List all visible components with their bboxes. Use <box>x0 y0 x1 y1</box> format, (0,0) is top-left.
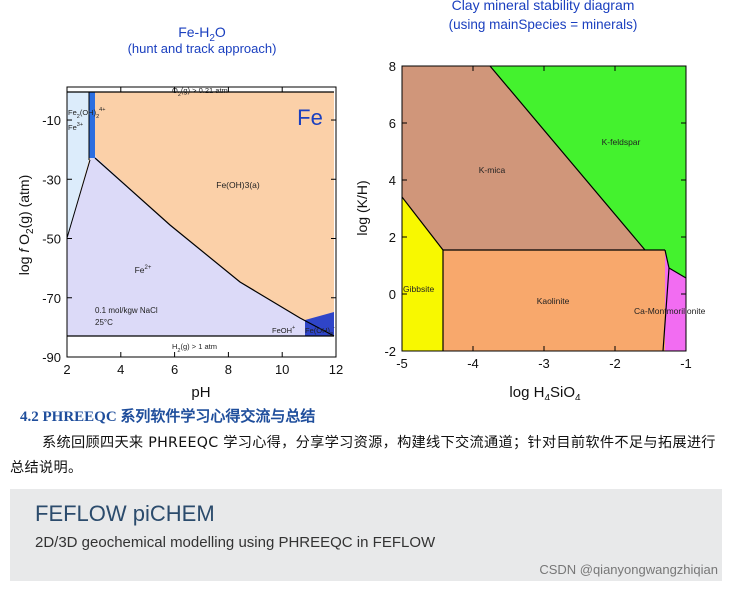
clay-label-gibbsite: Gibbsite <box>403 284 434 294</box>
fe-x-tick-label: 12 <box>329 362 343 377</box>
fe-label-fe2plus: Fe2+ <box>135 265 152 275</box>
fe-annotation-temp: 25°C <box>95 318 113 327</box>
fe-y-tick-label: -30 <box>42 172 61 187</box>
fe-x-tick-label: 10 <box>275 362 289 377</box>
fe-x-tick-label: 2 <box>63 362 70 377</box>
fe-label-fe3plus: Fe3+ <box>68 122 83 132</box>
fe-x-axis-label: pH <box>191 384 210 400</box>
section-paragraph: 系统回顾四天来 PHREEQC 学习心得，分享学习资源，构建线下交流通道；针对目… <box>10 435 716 476</box>
fe-chart-title: Fe-H2O <box>178 24 226 44</box>
csdn-watermark: CSDN @qianyongwangzhiqian <box>539 562 718 577</box>
fe-field-fe2plus <box>67 150 334 336</box>
clay-y-tick-label: -2 <box>384 344 396 359</box>
clay-field-kaolinite <box>443 250 665 351</box>
banner-title: FEFLOW piCHEM <box>35 501 215 526</box>
fe-h2o-diagram: Fe-H2O (hunt and track approach) Fe Fe(O… <box>16 24 343 400</box>
fe-y-tick-label: -10 <box>42 113 61 128</box>
clay-label-k-feldspar: K-feldspar <box>602 137 641 147</box>
clay-label-ca-montmorillonite: Ca-Montmorillonite <box>634 306 706 316</box>
banner-subtitle: 2D/3D geochemical modelling using PHREEQ… <box>35 534 436 551</box>
fe-chart-subtitle: (hunt and track approach) <box>128 41 277 56</box>
fe-label-feoh3minus: Fe(OH)3- <box>305 325 335 338</box>
fe-field-fe2oh24 <box>89 92 95 158</box>
clay-chart-title: Clay mineral stability diagram <box>452 0 635 13</box>
fe-label-feohplus: FeOH+ <box>272 325 295 335</box>
clay-y-tick-label: 6 <box>389 116 396 131</box>
clay-y-tick-label: 0 <box>389 287 396 302</box>
fe-y-tick-label: -70 <box>42 291 61 306</box>
fe-field-fe3plus <box>67 92 89 238</box>
fe-y-axis-label: log f O2(g) (atm) <box>16 175 36 275</box>
clay-label-k-mica: K-mica <box>479 165 506 175</box>
fe-element-label: Fe <box>297 105 323 130</box>
fe-y-tick-label: -90 <box>42 350 61 365</box>
fe-y-tick-label: -50 <box>42 232 61 247</box>
clay-x-tick-label: -2 <box>609 356 621 371</box>
clay-label-kaolinite: Kaolinite <box>537 296 570 306</box>
fe-label-oh3a: Fe(OH)3(a) <box>216 180 260 190</box>
section-heading: 4.2 PHREEQC 系列软件学习心得交流与总结 <box>20 409 316 425</box>
fe-x-tick-label: 4 <box>117 362 124 377</box>
clay-x-tick-label: -5 <box>396 356 408 371</box>
clay-x-axis-label: log H4SiO4 <box>509 384 581 400</box>
clay-y-axis-label: log (K/H) <box>355 180 370 235</box>
fe-field-feohplus <box>270 327 305 336</box>
clay-x-tick-label: -3 <box>538 356 550 371</box>
fe-field-feoh3minus <box>305 312 334 336</box>
fe-x-tick-label: 6 <box>171 362 178 377</box>
clay-y-tick-label: 8 <box>389 59 396 74</box>
clay-chart-subtitle: (using mainSpecies = minerals) <box>449 17 638 32</box>
fe-plot-area <box>66 86 337 358</box>
feflow-banner: FEFLOW piCHEM 2D/3D geochemical modellin… <box>10 489 722 581</box>
clay-field-k-mica <box>402 66 645 250</box>
clay-y-tick-label: 4 <box>389 173 396 188</box>
fe-x-tick-label: 8 <box>225 362 232 377</box>
clay-plot-area <box>401 65 687 352</box>
clay-stability-diagram: Clay mineral stability diagram (using ma… <box>355 0 706 400</box>
clay-x-tick-label: -1 <box>680 356 692 371</box>
fe-annotation-nacl: 0.1 mol/kgw NaCl <box>95 306 158 315</box>
clay-x-tick-label: -4 <box>467 356 479 371</box>
clay-field-gibbsite <box>402 197 443 351</box>
clay-y-tick-label: 2 <box>389 230 396 245</box>
